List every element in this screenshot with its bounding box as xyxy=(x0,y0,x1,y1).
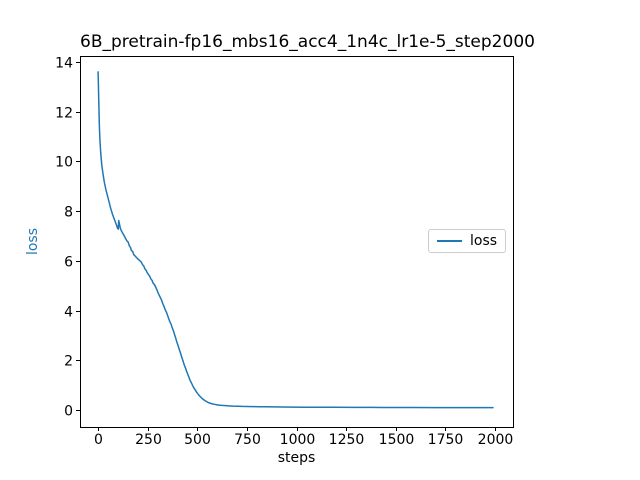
y-axis-label-wrap: loss xyxy=(24,56,42,427)
x-tick-label: 0 xyxy=(94,432,103,448)
y-tick-label: 4 xyxy=(64,305,73,321)
y-tick-label: 8 xyxy=(64,205,73,221)
x-tick-label: 500 xyxy=(184,432,211,448)
x-tick-label: 750 xyxy=(234,432,261,448)
x-tick-label: 1500 xyxy=(379,432,415,448)
legend: loss xyxy=(428,229,506,253)
x-tick-label: 1250 xyxy=(329,432,365,448)
y-axis-label: loss xyxy=(25,227,41,256)
legend-label: loss xyxy=(470,233,498,249)
y-tick-label: 12 xyxy=(55,106,73,122)
chart-title: 6B_pretrain-fp16_mbs16_acc4_1n4c_lr1e-5_… xyxy=(80,32,535,52)
y-tick-label: 10 xyxy=(55,155,73,171)
x-tick-label: 1750 xyxy=(428,432,464,448)
x-tick-label: 1000 xyxy=(280,432,316,448)
x-axis-label: steps xyxy=(277,450,316,466)
legend-line-sample xyxy=(437,240,462,242)
x-tick-label: 2000 xyxy=(478,432,514,448)
x-tick-label: 250 xyxy=(135,432,162,448)
loss-curve xyxy=(97,71,494,409)
y-tick-label: 6 xyxy=(64,255,73,271)
y-tick-label: 0 xyxy=(64,404,73,420)
y-tick-label: 2 xyxy=(64,354,73,370)
y-tick-label: 14 xyxy=(55,56,73,72)
